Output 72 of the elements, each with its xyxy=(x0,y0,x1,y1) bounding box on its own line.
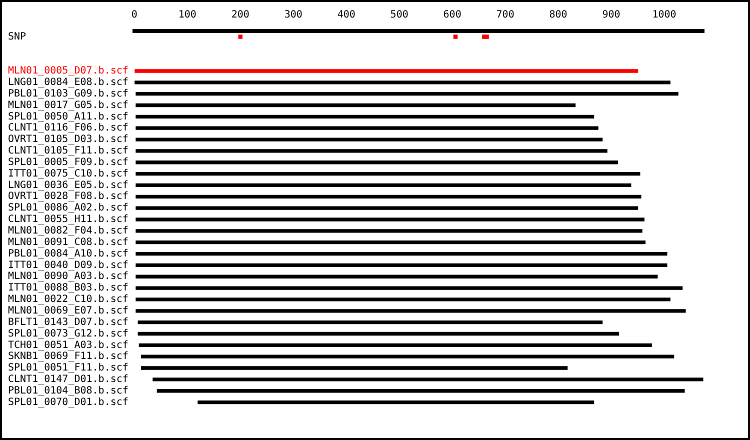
bar xyxy=(138,332,620,336)
y-tick-label: MLN01_0005_D07.b.scf xyxy=(8,66,128,77)
y-tick-label: PBL01_0104_B08.b.scf xyxy=(8,385,128,396)
bar xyxy=(136,309,686,313)
bar xyxy=(136,138,603,142)
y-tick-label: CLNT1_0147_D01.b.scf xyxy=(8,374,128,386)
y-tick-label: CLNT1_0105_F11.b.scf xyxy=(8,146,128,157)
bar xyxy=(136,103,576,108)
y-tick-label: SPL01_0086_A02.b.scf xyxy=(8,202,128,214)
y-tick-label: BFLT1_0143_D07.b.scf xyxy=(8,316,128,328)
bar xyxy=(136,218,644,222)
y-tick-label: SPL01_0005_F09.b.scf xyxy=(8,156,128,168)
bar xyxy=(136,114,594,119)
bar xyxy=(136,286,683,290)
bar xyxy=(138,320,603,324)
y-tick-label: MLN01_0082_F04.b.scf xyxy=(8,226,128,237)
x-tick-label: 1000 xyxy=(652,10,676,21)
x-tick-label: 0 xyxy=(131,10,138,21)
y-tick-label: MLN01_0090_A03.b.scf xyxy=(8,271,128,282)
y-tick-label: TCH01_0051_A03.b.scf xyxy=(8,340,128,351)
bar xyxy=(136,183,632,188)
x-tick-label: 400 xyxy=(337,10,356,21)
y-tick-label: ITT01_0040_D09.b.scf xyxy=(8,260,128,271)
y-tick-label: ITT01_0088_B03.b.scf xyxy=(8,282,128,294)
bar xyxy=(134,69,638,73)
bar xyxy=(136,149,608,153)
y-tick-label: MLN01_0069_E07.b.scf xyxy=(8,305,128,316)
x-tick-label: 700 xyxy=(496,10,514,21)
x-tick-label: 900 xyxy=(602,10,620,21)
bar xyxy=(136,298,670,302)
y-tick-label: OVRT1_0028_F08.b.scf xyxy=(8,191,128,202)
bar xyxy=(134,80,670,84)
y-tick-label: OVRT1_0105_D03.b.scf xyxy=(8,134,128,146)
y-tick-label: SPL01_0073_G12.b.scf xyxy=(8,328,128,340)
y-tick-label: ITT01_0075_C10.b.scf xyxy=(8,168,128,180)
bar xyxy=(140,366,568,370)
y-tick-label: MLN01_0022_C10.b.scf xyxy=(8,294,128,306)
y-tick-label: LNG01_0036_E05.b.scf xyxy=(8,180,128,191)
y-tick-label: SPL01_0051_F11.b.scf xyxy=(8,362,128,374)
y-tick-label: MLN01_0091_C08.b.scf xyxy=(8,236,128,248)
x-tick-label: 600 xyxy=(443,10,462,21)
bar xyxy=(198,400,594,404)
y-tick-label: PBL01_0084_A10.b.scf xyxy=(8,248,128,260)
y-tick-label: CLNT1_0116_F06.b.scf xyxy=(8,122,128,134)
y-tick-label: SKNB1_0069_F11.b.scf xyxy=(8,351,128,362)
bar xyxy=(136,240,646,244)
bar xyxy=(136,194,642,198)
bar xyxy=(136,252,668,256)
bar xyxy=(136,172,640,176)
bar xyxy=(136,160,618,164)
y-tick-label: SNP xyxy=(8,31,26,42)
y-tick-label: SPL01_0070_D01.b.scf xyxy=(8,396,128,408)
x-tick-label: 800 xyxy=(549,10,568,21)
y-tick-label: LNG01_0084_E08.b.scf xyxy=(8,77,128,88)
y-tick-label: MLN01_0017_G05.b.scf xyxy=(8,100,128,111)
x-tick-label: 100 xyxy=(178,10,196,21)
x-tick-label: 500 xyxy=(390,10,408,21)
y-tick-label: SPL01_0050_A11.b.scf xyxy=(8,111,128,122)
bar xyxy=(136,126,598,130)
bar xyxy=(136,274,658,278)
bar xyxy=(152,378,704,382)
bar xyxy=(136,206,638,210)
bar xyxy=(138,343,652,347)
x-tick-label: 200 xyxy=(231,10,250,21)
bar xyxy=(136,263,668,268)
bar xyxy=(136,229,642,233)
x-tick-label: 300 xyxy=(284,10,302,21)
bar xyxy=(156,389,685,393)
bar xyxy=(140,354,674,358)
bar xyxy=(136,92,678,96)
y-tick-label: CLNT1_0055_H11.b.scf xyxy=(8,214,128,226)
y-tick-label: PBL01_0103_G09.b.scf xyxy=(8,88,128,100)
